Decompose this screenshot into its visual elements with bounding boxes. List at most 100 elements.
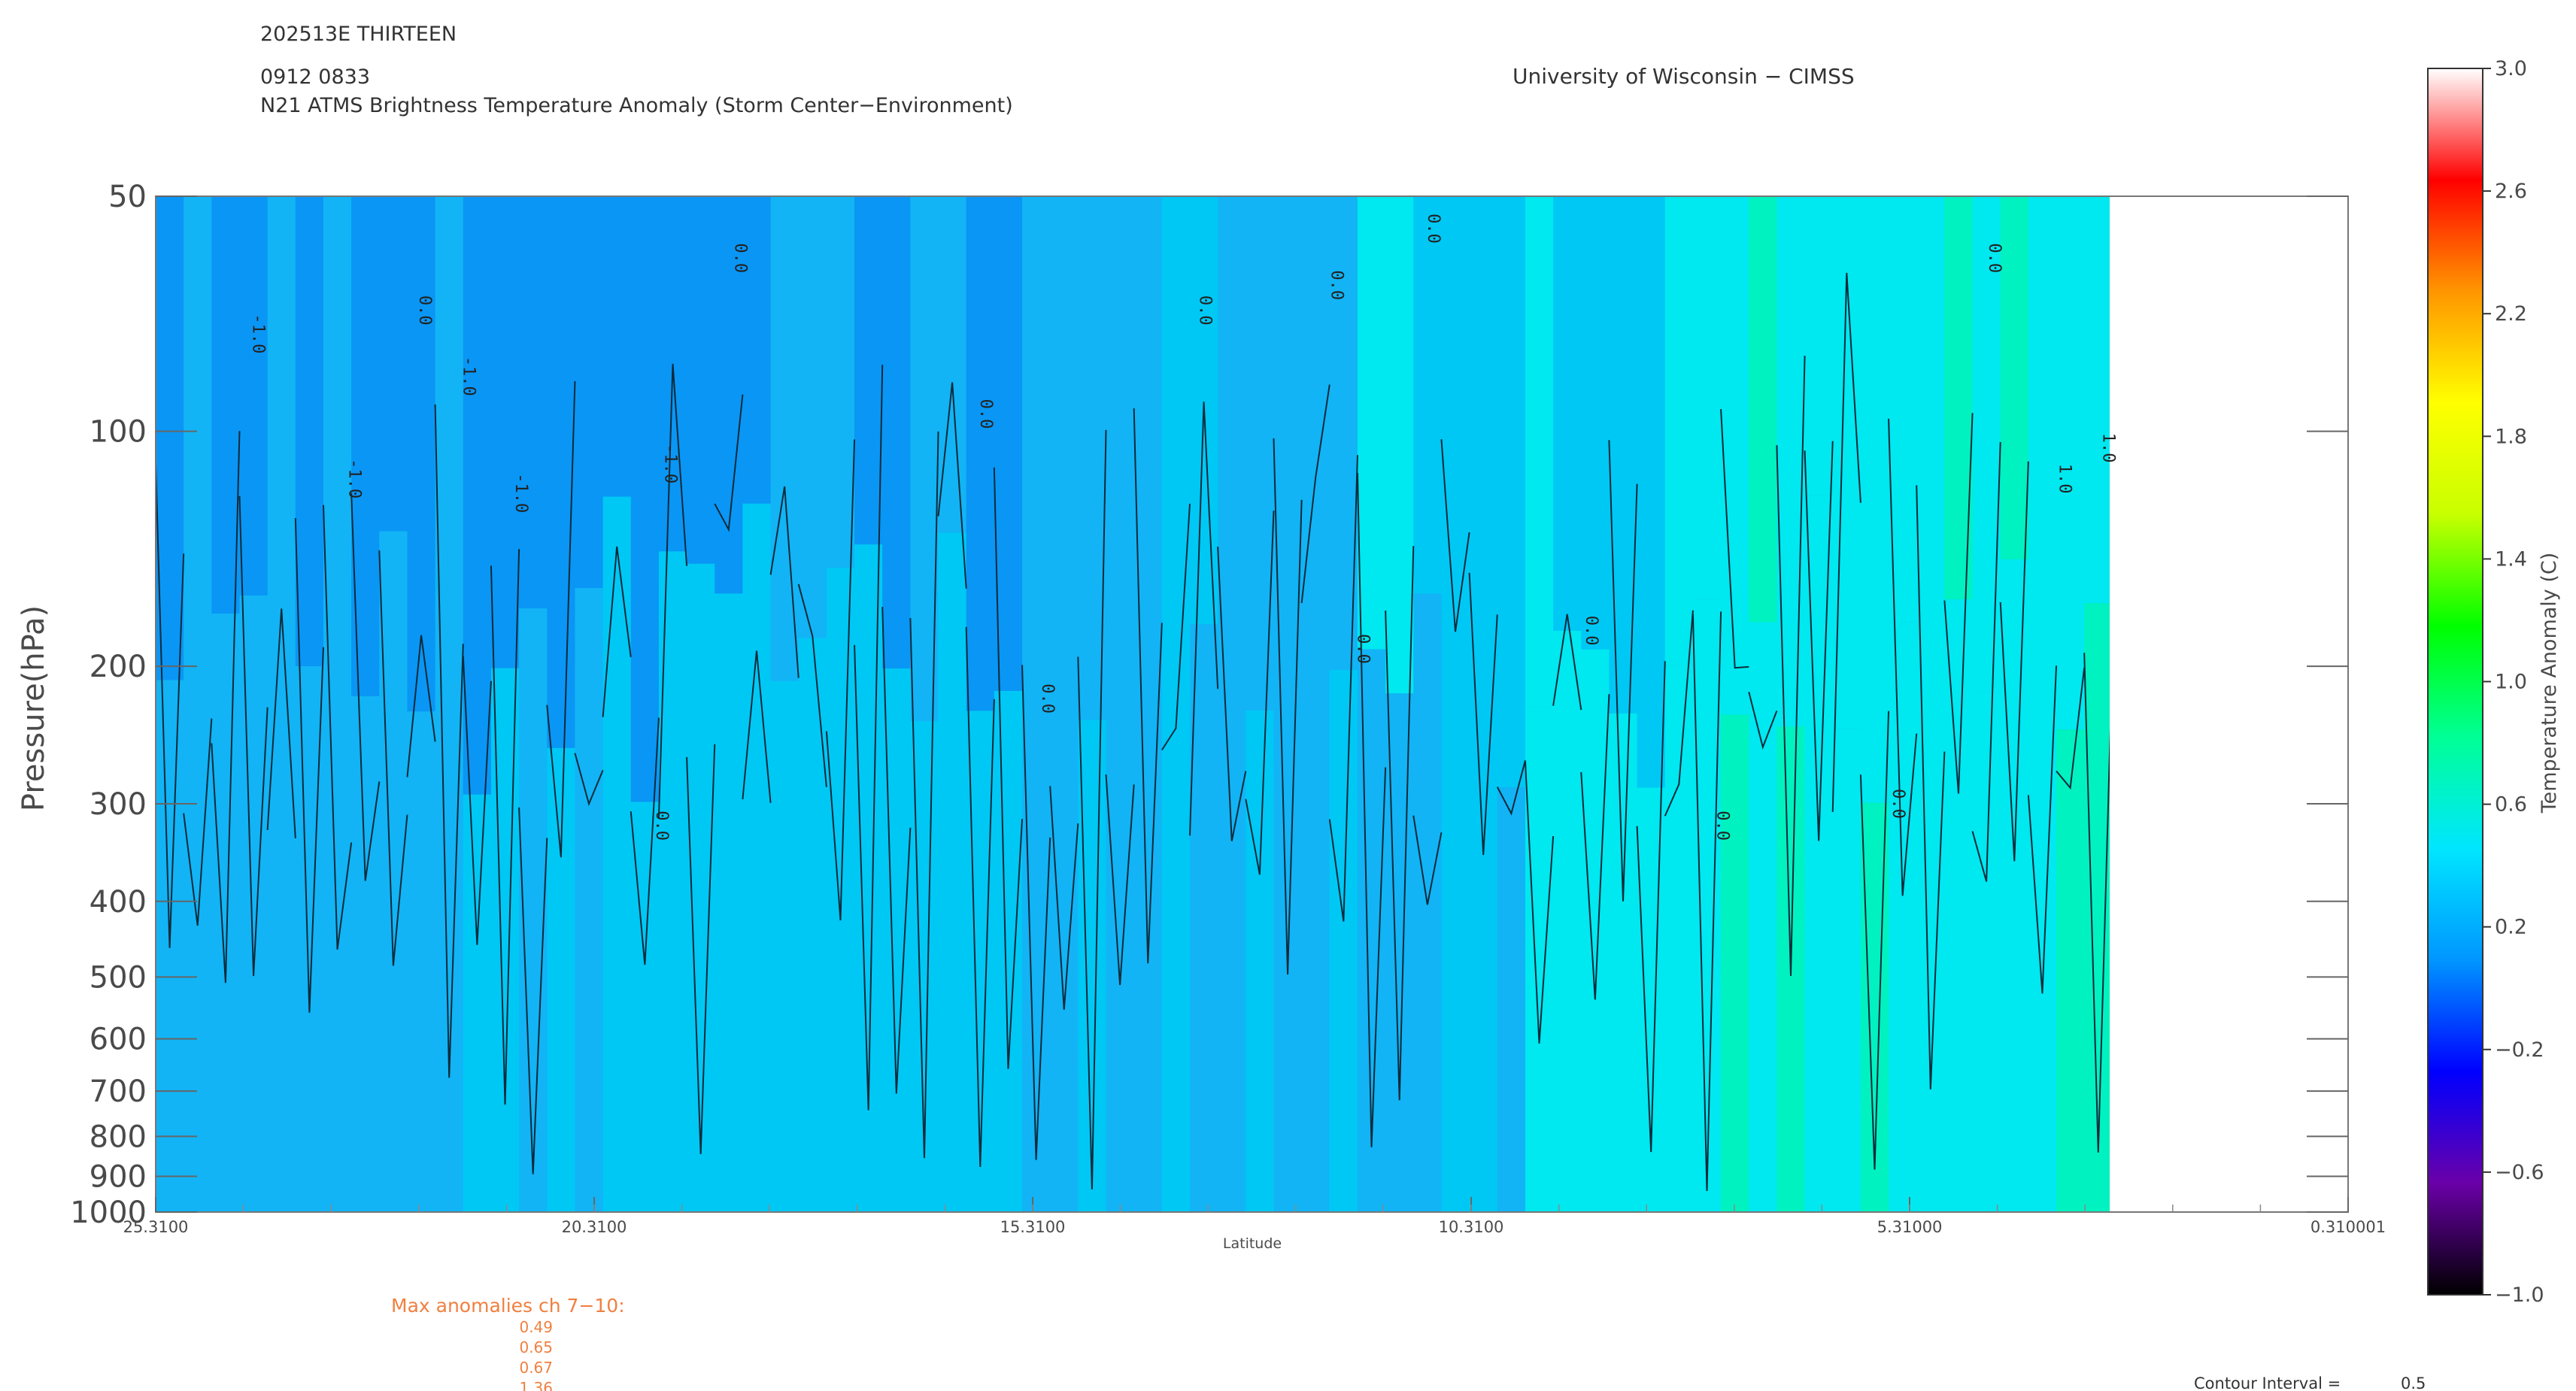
- contour-line: [825, 439, 856, 921]
- field-cell: [2084, 196, 2113, 604]
- contour-line: [1776, 356, 1806, 977]
- field-cell: [1246, 196, 1275, 711]
- field-cell: [2084, 603, 2113, 1212]
- contour-line: [238, 495, 269, 977]
- field-cell: [630, 196, 660, 802]
- contour-line: [881, 607, 912, 1094]
- field-cell: [1469, 196, 1498, 708]
- field-cell: [1413, 196, 1443, 594]
- field-cell: [742, 503, 772, 1212]
- contour-label: 0.0: [976, 399, 995, 429]
- y-tick-label: 100: [90, 415, 147, 450]
- anomaly-field: -1.0 -1.0 0.0 -1.0 -1.0 -1.0 0.0 0.0 0.0 0.0 0.0 0.…: [156, 196, 2348, 1212]
- contour-line: [266, 608, 296, 839]
- contour-label: 0.0: [415, 295, 434, 326]
- contour-line: [1859, 711, 1890, 1170]
- field-cell: [826, 196, 856, 568]
- field-cell: [966, 196, 995, 711]
- field-cell: [854, 196, 884, 545]
- field-cell: [742, 196, 772, 504]
- field-cell: [2056, 196, 2086, 730]
- field-cell: [770, 680, 800, 1212]
- field-cell: [770, 196, 800, 681]
- y-tick-label: 50: [108, 180, 147, 214]
- contour-line: [378, 550, 408, 966]
- contour-line: [1831, 272, 1861, 812]
- field-cell: [1022, 196, 1051, 784]
- field-cell: [1664, 665, 1694, 1212]
- field-cell: [547, 196, 576, 748]
- contour-line: [1636, 661, 1666, 1153]
- field-cell: [1441, 761, 1470, 1212]
- field-cell: [295, 196, 324, 667]
- contour-line: [211, 431, 241, 983]
- contour-label: -1.0: [511, 473, 530, 513]
- colorbar-tick-label: −0.6: [2495, 1161, 2544, 1184]
- x-tick-label: 0.310001: [2311, 1218, 2386, 1236]
- contour-line: [1916, 485, 1946, 1089]
- field-cell: [1553, 630, 1582, 1212]
- x-axis-title: Latitude: [1223, 1235, 1282, 1252]
- contour-line: [1161, 503, 1191, 751]
- contour-line: [965, 626, 995, 1168]
- contour-label: 0.0: [1713, 811, 1732, 841]
- field-cell: [463, 794, 492, 1212]
- field-cell: [1133, 779, 1163, 1212]
- field-cell: [1497, 786, 1526, 1212]
- colorbar-tick-label: 1.8: [2495, 425, 2527, 448]
- contour-line: [630, 717, 660, 965]
- contour-line: [686, 744, 716, 1154]
- field-cell: [658, 551, 688, 1212]
- field-cell: [211, 196, 241, 614]
- contour-line: [1356, 473, 1387, 1147]
- x-axis: 25.3100 20.3100 15.3100 10.3100 5.31000 0.310…: [123, 1197, 2386, 1236]
- contour-line: [546, 380, 576, 858]
- contour-line: [1580, 694, 1610, 1000]
- field-cell: [156, 196, 185, 680]
- field-cell: [267, 196, 296, 573]
- field-cell: [1469, 708, 1498, 1212]
- field-cell: [687, 196, 716, 564]
- field-cell: [463, 196, 492, 795]
- field-cell: [1581, 196, 1610, 650]
- contour-line: [769, 486, 800, 678]
- contour-line: [1496, 760, 1526, 816]
- y-tick-label: 500: [90, 960, 147, 995]
- field-cell: [1301, 196, 1330, 653]
- field-cell: [798, 196, 827, 638]
- colorbar-tick-label: 1.0: [2495, 671, 2527, 694]
- x-tick-label: 15.3100: [1000, 1218, 1066, 1236]
- contour-line: [1524, 760, 1555, 1044]
- field-cell: [1609, 713, 1638, 1212]
- field-cell: [1329, 669, 1358, 1212]
- field-cell: [1161, 196, 1191, 726]
- contour-line: [2027, 665, 2058, 994]
- field-cell: [1050, 682, 1079, 1212]
- contour-line: [322, 505, 353, 950]
- y-tick-label: 400: [90, 885, 147, 920]
- field-cell: [1889, 196, 1918, 623]
- field-cell: [715, 593, 744, 1212]
- y-tick-label: 200: [90, 650, 147, 684]
- field-cell: [1804, 495, 1834, 1212]
- contour-label: 0.0: [1424, 214, 1443, 244]
- field-cell: [407, 196, 436, 712]
- field-cell: [1106, 196, 1135, 725]
- contour-line: [1748, 692, 1778, 750]
- contour-label: 0.0: [1889, 789, 1907, 819]
- no-data-region: [2110, 196, 2348, 1212]
- field-cell: [1944, 599, 1974, 1212]
- contour-line: [1608, 440, 1638, 902]
- field-cell: [994, 690, 1024, 1212]
- contour-line: [1468, 572, 1498, 856]
- field-cell: [1218, 196, 1247, 576]
- field-cell: [2028, 196, 2058, 657]
- field-cell: [1329, 196, 1358, 670]
- x-tick-label: 20.3100: [562, 1218, 627, 1236]
- contour-line: [294, 518, 324, 1013]
- max-anomaly-value: 0.67: [519, 1359, 553, 1377]
- x-tick-label: 5.31000: [1877, 1218, 1943, 1236]
- field-cell: [1721, 196, 1750, 715]
- field-cell: [1916, 792, 1946, 1212]
- contour-line: [1888, 418, 1918, 896]
